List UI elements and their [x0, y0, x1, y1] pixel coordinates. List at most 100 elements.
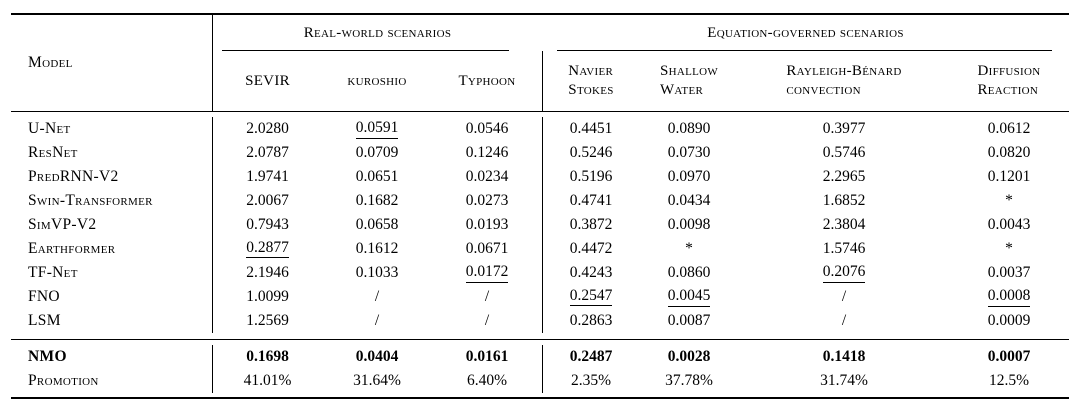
column-header-line2: Water: [659, 82, 704, 98]
metric-cell: 2.0067: [212, 189, 322, 213]
metric-value: 0.0591: [355, 120, 399, 139]
metric-cell: 0.1033: [322, 264, 432, 282]
metric-value: 1.2569: [246, 312, 289, 329]
metric-value: 0.0087: [667, 312, 711, 329]
metric-cell: *: [949, 192, 1069, 210]
metric-cell: /: [432, 288, 542, 306]
metric-value: *: [1005, 240, 1013, 257]
metric-value: /: [841, 312, 847, 329]
metric-cell: 0.1612: [322, 240, 432, 258]
column-header-diffusion-reaction: Diffusion Reaction: [949, 51, 1069, 111]
results-table: Model Real-world scenarios Equation-gove…: [11, 13, 1069, 399]
metric-value: 12.5%: [988, 372, 1030, 389]
metric-value: 0.2487: [569, 348, 613, 365]
metric-cell: 0.0970: [639, 168, 739, 186]
group-underline-rule: [557, 50, 1052, 51]
table-row: ResNet 2.0787 0.0709 0.1246 0.5246 0.0730 0.57…: [11, 141, 1069, 165]
metric-cell: 0.0045: [639, 287, 739, 307]
metric-cell: 0.0404: [322, 348, 432, 366]
metric-cell: 0.0161: [432, 348, 542, 366]
metric-value: 0.2076: [822, 264, 866, 283]
metric-value: 0.0009: [987, 312, 1031, 329]
column-header-line1: Shallow: [659, 63, 719, 79]
group-header-equation-governed-label: Equation-governed scenarios: [707, 24, 904, 41]
table-row: U-Net 2.0280 0.0591 0.0546 0.4451 0.0890 0.397…: [11, 117, 1069, 141]
metric-value: 0.4451: [569, 120, 613, 137]
metric-value: 1.0099: [246, 288, 289, 305]
metric-value: 0.1033: [355, 264, 399, 281]
metric-value: /: [841, 288, 847, 305]
metric-value: 0.0043: [987, 216, 1031, 233]
metric-cell: 1.6852: [739, 192, 949, 210]
metric-cell: 37.78%: [639, 372, 739, 390]
metric-cell: 0.1246: [432, 144, 542, 162]
metric-cell: 0.5196: [542, 165, 639, 189]
metric-cell: 0.0273: [432, 192, 542, 210]
metric-cell: 1.2569: [212, 309, 322, 333]
metric-value: 0.0820: [987, 144, 1031, 161]
metric-value: 0.0045: [667, 288, 711, 307]
column-header-shallow-water: Shallow Water: [639, 51, 739, 111]
model-name: TF-Net: [28, 264, 78, 281]
metric-value: 0.0658: [355, 216, 399, 233]
metric-cell: 0.0028: [639, 348, 739, 366]
column-header-kuroshio: kuroshio: [347, 72, 407, 89]
metric-cell: /: [322, 312, 432, 330]
metric-cell: 0.0651: [322, 168, 432, 186]
metric-cell: 0.0591: [322, 119, 432, 139]
metric-value: 0.0161: [465, 348, 509, 365]
column-header-typhoon: Typhoon: [458, 72, 516, 89]
metric-cell: /: [739, 312, 949, 330]
metric-cell: 2.1946: [212, 261, 322, 285]
metric-cell: 0.0658: [322, 216, 432, 234]
group-header-real-world-label: Real-world scenarios: [303, 24, 452, 41]
metric-cell: 0.2076: [739, 263, 949, 283]
metric-cell: 0.1418: [739, 348, 949, 366]
metric-value: 0.1612: [355, 240, 399, 257]
metric-cell: 12.5%: [949, 372, 1069, 390]
metric-cell: 0.0546: [432, 120, 542, 138]
metric-cell: 0.0820: [949, 144, 1069, 162]
column-header-line2: convection: [786, 82, 861, 98]
table-row: SimVP-V2 0.7943 0.0658 0.0193 0.3872 0.0098 2.…: [11, 213, 1069, 237]
metric-cell: 0.3872: [542, 213, 639, 237]
metric-value: 0.0172: [465, 264, 509, 283]
metric-value: 0.7943: [246, 216, 289, 233]
metric-cell: 31.64%: [322, 372, 432, 390]
metric-value: 0.4741: [569, 192, 613, 209]
metric-cell: /: [432, 312, 542, 330]
metric-value: 0.0612: [987, 120, 1031, 137]
metric-value: 0.0193: [465, 216, 509, 233]
metric-value: *: [685, 240, 693, 257]
metric-cell: 1.0099: [212, 285, 322, 309]
metric-cell: 0.0709: [322, 144, 432, 162]
group-header-equation-governed: Equation-governed scenarios: [542, 15, 1069, 51]
column-header-navier-stokes: Navier Stokes: [542, 51, 639, 111]
table-row: Earthformer 0.2877 0.1612 0.0671 0.4472 * 1.57…: [11, 237, 1069, 261]
metric-value: 0.0007: [987, 348, 1031, 365]
metric-cell: 0.0172: [432, 263, 542, 283]
table-row: FNO 1.0099 / / 0.2547 0.0045 / 0.0008: [11, 285, 1069, 309]
model-name: Earthformer: [28, 240, 116, 257]
metric-value: 2.1946: [246, 264, 289, 281]
metric-value: 0.0709: [355, 144, 399, 161]
metric-value: 2.0067: [246, 192, 289, 209]
table-row: TF-Net 2.1946 0.1033 0.0172 0.4243 0.0860 0.20…: [11, 261, 1069, 285]
metric-cell: /: [739, 288, 949, 306]
metric-value: 37.78%: [665, 372, 713, 389]
metric-cell: *: [639, 240, 739, 258]
table-row: NMO 0.1698 0.0404 0.0161 0.2487 0.0028 0.1418 0…: [11, 345, 1069, 369]
column-header-line2: Stokes: [568, 82, 614, 98]
metric-cell: 0.0234: [432, 168, 542, 186]
metric-value: 0.4243: [569, 264, 613, 281]
metric-cell: 0.0043: [949, 216, 1069, 234]
metric-value: 0.1246: [465, 144, 509, 161]
metric-value: 0.4472: [569, 240, 613, 257]
model-name: NMO: [28, 348, 67, 365]
metric-value: 0.2863: [569, 312, 613, 329]
metric-cell: 0.0007: [949, 348, 1069, 366]
metric-cell: 0.4741: [542, 189, 639, 213]
metric-value: 0.1682: [355, 192, 399, 209]
metric-cell: 41.01%: [212, 369, 322, 393]
column-header-model: Model: [28, 54, 73, 71]
